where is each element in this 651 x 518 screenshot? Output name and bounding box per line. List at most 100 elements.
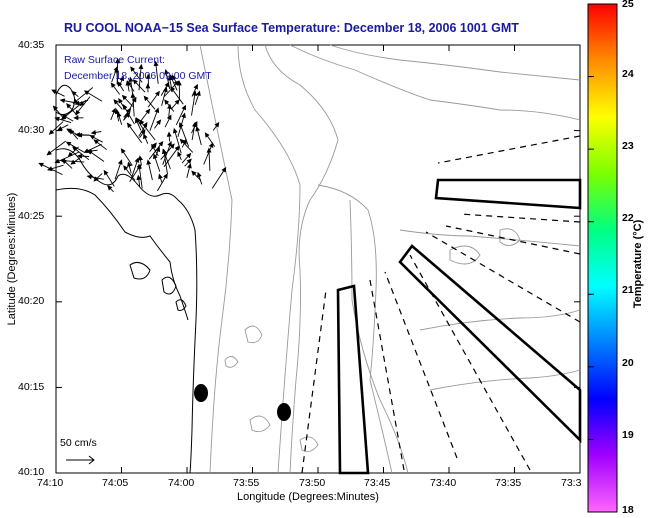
current-vector [55, 151, 79, 164]
map-plot-area [38, 44, 582, 475]
current-vector-head [156, 119, 162, 125]
current-vector-head [132, 79, 138, 85]
current-vector-head [163, 86, 168, 93]
current-vector-head [123, 165, 129, 171]
current-vector-head [152, 153, 158, 160]
current-vector-head [145, 83, 151, 89]
current-vector [139, 120, 156, 141]
current-vector-head [46, 150, 52, 156]
current-vector-head [163, 173, 168, 179]
current-vector-head [54, 116, 60, 122]
current-vector [163, 149, 168, 175]
surface-current-vectors [38, 58, 227, 193]
current-vector-head [195, 90, 201, 97]
scale-arrow [66, 455, 95, 465]
colorbar-tick-label: 22 [622, 212, 634, 224]
current-vector-head [93, 139, 100, 145]
current-vector-head [73, 115, 79, 121]
current-vector-head [182, 138, 187, 145]
station-marker [277, 403, 291, 421]
x-axis-title: Longitude (Degrees:Minutes) [237, 491, 379, 503]
current-vector-head [90, 130, 97, 135]
current-legend-line2: December 18, 2006 09:00 GMT [64, 70, 212, 82]
current-vector-head [186, 158, 192, 164]
current-vector-head [75, 109, 81, 116]
figure-title: RU COOL NOAA−15 Sea Surface Temperature:… [64, 21, 519, 35]
current-vector-head [178, 122, 184, 128]
colorbar-title: Temperature (°C) [632, 219, 644, 309]
current-vector-head [134, 157, 140, 163]
colorbar-tick-label: 18 [622, 504, 634, 516]
current-vector-head [121, 94, 128, 101]
current-vector-head [89, 135, 96, 140]
colorbar-tick-label: 20 [622, 357, 634, 369]
current-vector-head [128, 76, 134, 82]
current-vector [123, 97, 137, 121]
current-vector-head [138, 155, 143, 161]
current-vector-head [107, 185, 113, 191]
current-vector-head [59, 98, 66, 104]
current-legend-line1: Raw Surface Current: [64, 54, 165, 66]
current-vector-head [69, 129, 75, 135]
current-vector-head [193, 83, 198, 90]
radial-guide-lines [301, 135, 581, 474]
current-vector-head [181, 104, 186, 111]
current-vector-head [115, 58, 120, 64]
current-vector-head [114, 67, 120, 73]
current-vector-head [172, 74, 177, 81]
y-tick-label: 40:25 [18, 210, 45, 222]
current-vector-head [145, 108, 151, 115]
current-vector-head [186, 152, 192, 159]
current-vector-head [192, 120, 198, 127]
current-vector-head [48, 129, 55, 135]
current-vector-head [167, 103, 172, 110]
y-axis-title: Latitude (Degrees:Minutes) [6, 192, 18, 326]
current-vector [173, 128, 182, 154]
current-vector-head [177, 151, 182, 157]
current-vector-head [130, 92, 136, 98]
current-vector-head [79, 100, 85, 107]
y-tick-label: 40:30 [18, 124, 45, 136]
current-vector-head [138, 63, 144, 70]
x-tick-label: 73:40 [430, 477, 457, 489]
current-vector-head [167, 75, 173, 81]
current-vector [179, 122, 190, 147]
current-vector-head [204, 132, 210, 138]
current-vector-head [158, 140, 164, 147]
current-vector-head [140, 129, 146, 135]
restricted-area-outlines [336, 178, 582, 475]
current-vector [191, 91, 196, 116]
current-vector-head [118, 98, 123, 104]
current-vector-head [169, 143, 175, 149]
current-vector-head [131, 96, 137, 103]
current-vector-head [158, 173, 163, 180]
current-vector-head [143, 133, 148, 140]
current-vector-head [74, 100, 81, 106]
current-vector-head [65, 141, 72, 147]
current-vector-head [83, 90, 90, 96]
current-vector-head [166, 114, 172, 121]
current-vector-head [195, 126, 201, 132]
current-vector-head [214, 121, 220, 128]
current-vector-head [143, 95, 149, 102]
current-vector-head [139, 119, 145, 125]
current-vector-head [164, 68, 170, 75]
current-vector-head [76, 153, 83, 159]
x-tick-label: 73:50 [299, 477, 326, 489]
temperature-colorbar [587, 3, 618, 513]
colorbar-tick-label: 24 [622, 68, 634, 80]
current-vector-head [136, 163, 142, 170]
current-vector-head [142, 122, 148, 128]
current-vector-head [196, 171, 202, 178]
current-vector-head [120, 148, 126, 154]
x-tick-label: 73:55 [233, 477, 260, 489]
current-vector-head [57, 125, 63, 131]
current-vector-head [154, 107, 160, 114]
current-vector [163, 146, 180, 168]
current-vector-head [93, 176, 99, 182]
current-vector-head [154, 90, 160, 97]
current-vector-head [206, 147, 212, 153]
colorbar-tick-label: 25 [622, 0, 634, 10]
y-tick-label: 40:20 [18, 295, 45, 307]
current-vector-head [86, 174, 92, 180]
